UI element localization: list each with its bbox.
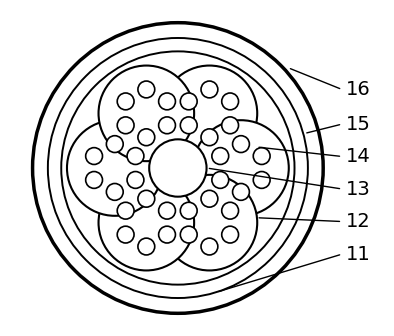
Circle shape [222, 226, 238, 243]
Circle shape [159, 117, 175, 134]
Circle shape [162, 175, 257, 270]
Circle shape [138, 238, 155, 255]
Circle shape [92, 82, 264, 254]
Circle shape [85, 148, 102, 164]
Circle shape [98, 175, 194, 270]
Circle shape [138, 190, 155, 207]
Circle shape [127, 172, 144, 188]
Circle shape [232, 136, 249, 153]
Circle shape [117, 202, 134, 219]
Circle shape [117, 226, 134, 243]
Circle shape [106, 136, 123, 153]
Circle shape [33, 23, 323, 313]
Circle shape [201, 129, 218, 146]
Circle shape [212, 148, 229, 164]
Circle shape [117, 93, 134, 110]
Circle shape [201, 190, 218, 207]
Text: 11: 11 [346, 245, 371, 263]
Text: 12: 12 [346, 212, 371, 231]
Circle shape [159, 202, 175, 219]
Circle shape [149, 139, 206, 197]
Circle shape [222, 93, 238, 110]
Circle shape [61, 51, 295, 285]
Text: 16: 16 [346, 80, 371, 99]
Text: 15: 15 [346, 115, 371, 133]
Circle shape [180, 202, 197, 219]
Circle shape [138, 129, 155, 146]
Circle shape [127, 148, 144, 164]
Circle shape [201, 238, 218, 255]
Circle shape [85, 172, 102, 188]
Circle shape [106, 183, 123, 200]
Circle shape [67, 120, 163, 216]
Text: 14: 14 [346, 147, 371, 166]
Circle shape [201, 81, 218, 98]
Circle shape [222, 202, 238, 219]
Circle shape [180, 93, 197, 110]
Circle shape [222, 117, 238, 134]
Circle shape [159, 93, 175, 110]
Circle shape [159, 226, 175, 243]
Circle shape [138, 81, 155, 98]
Text: 13: 13 [346, 179, 371, 199]
Circle shape [48, 38, 308, 298]
Circle shape [180, 226, 197, 243]
Circle shape [180, 117, 197, 134]
Circle shape [253, 172, 270, 188]
Circle shape [193, 120, 289, 216]
Circle shape [212, 172, 229, 188]
Circle shape [253, 148, 270, 164]
Circle shape [117, 117, 134, 134]
Circle shape [98, 66, 194, 161]
Circle shape [232, 183, 249, 200]
Circle shape [162, 66, 257, 161]
